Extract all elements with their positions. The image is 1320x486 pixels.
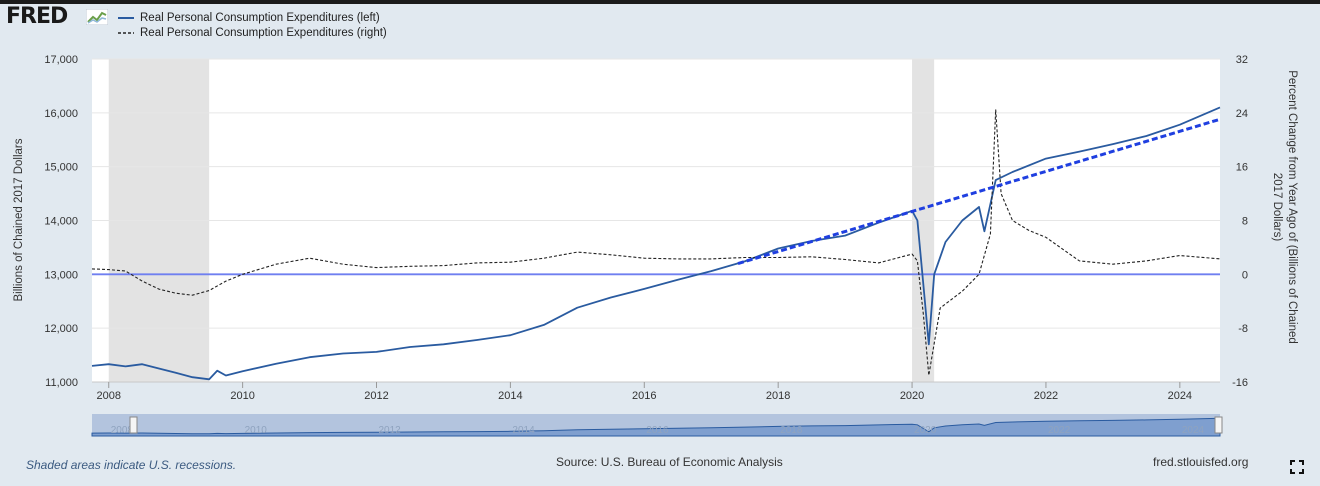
x-tick-label-6: 2020: [900, 390, 924, 402]
legend-swatch-dashed: [118, 31, 134, 34]
y-axis-label-right-line1: Percent Change from Year Ago of (Billion…: [1286, 70, 1298, 344]
y-tick-label-right-4: 16: [1236, 162, 1248, 174]
y-tick-label-right-1: -8: [1238, 323, 1248, 335]
y-axis-right: -16 -8 0 8 16 24 32: [1232, 54, 1248, 389]
navigator-tick-5: 2018: [780, 425, 803, 436]
y-tick-label-right-5: 24: [1236, 108, 1248, 120]
x-tick-label-3: 2014: [498, 390, 522, 402]
recession-note: Shaded areas indicate U.S. recessions.: [26, 458, 237, 472]
y-axis-label-right-line2: 2017 Dollars): [1271, 173, 1283, 242]
source-text: Source: U.S. Bureau of Economic Analysis: [556, 455, 783, 469]
legend-item-left[interactable]: Real Personal Consumption Expenditures (…: [118, 10, 387, 25]
navigator-handle-left: [129, 416, 138, 434]
range-navigator[interactable]: 2008 2010 2012 2014 2016 2018 2020 2022 2024: [91, 414, 1223, 437]
x-tick-label-0: 2008: [96, 390, 120, 402]
y-tick-label-left-3: 14,000: [44, 216, 78, 228]
navigator-area: [91, 417, 1221, 437]
y-axis-label-left: Billions of Chained 2017 Dollars: [13, 138, 25, 301]
y-tick-label-left-2: 13,000: [44, 269, 78, 281]
navigator-tick-4: 2016: [646, 425, 669, 436]
fullscreen-icon[interactable]: [1290, 460, 1304, 474]
legend-item-right[interactable]: Real Personal Consumption Expenditures (…: [118, 25, 387, 40]
y-tick-label-right-2: 0: [1242, 269, 1248, 281]
y-tick-label-right-3: 8: [1242, 216, 1248, 228]
navigator-tick-2: 2012: [379, 425, 402, 436]
y-tick-label-left-5: 16,000: [44, 108, 78, 120]
top-bar: [0, 0, 1320, 4]
x-tick-label-7: 2022: [1034, 390, 1058, 402]
fred-chart-icon: [86, 9, 108, 25]
navigator-tick-0: 2008: [111, 425, 134, 436]
x-axis: 2008 2010 2012 2014 2016 2018 2020 2022 2024: [92, 381, 1220, 402]
x-tick-label-4: 2016: [632, 390, 656, 402]
legend-label-right: Real Personal Consumption Expenditures (…: [140, 26, 387, 39]
legend: Real Personal Consumption Expenditures (…: [118, 10, 387, 40]
y-tick-label-left-4: 15,000: [44, 162, 78, 174]
x-tick-label-1: 2010: [230, 390, 254, 402]
x-tick-label-2: 2012: [364, 390, 388, 402]
navigator-tick-8: 2024: [1182, 425, 1205, 436]
y-tick-label-left-6: 17,000: [44, 54, 78, 66]
legend-swatch-solid: [118, 16, 134, 19]
series-line-right: [91, 109, 1221, 376]
navigator-handle-right: [1214, 416, 1223, 434]
trend-line-layer: [737, 117, 1221, 266]
x-tick-label-5: 2018: [766, 390, 790, 402]
y-tick-label-left-0: 11,000: [45, 377, 78, 389]
series-layer: [91, 106, 1221, 381]
legend-label-left: Real Personal Consumption Expenditures (…: [140, 11, 380, 24]
site-link[interactable]: fred.stlouisfed.org: [1153, 455, 1249, 469]
y-tick-label-right-0: -16: [1232, 377, 1248, 389]
navigator-tick-7: 2022: [1048, 425, 1071, 436]
fred-logo[interactable]: FRED: [6, 4, 68, 29]
trend-line: [737, 117, 1221, 266]
y-tick-label-left-1: 12,000: [44, 323, 78, 335]
navigator-tick-6: 2020: [914, 425, 937, 436]
x-tick-label-8: 2024: [1168, 390, 1192, 402]
y-axis-left: 11,000 12,000 13,000 14,000 15,000 16,000 17,0…: [44, 54, 78, 389]
series-line-left: [91, 106, 1221, 381]
navigator-tick-1: 2010: [245, 425, 268, 436]
navigator-tick-3: 2014: [512, 425, 535, 436]
y-tick-label-right-6: 32: [1236, 54, 1248, 66]
